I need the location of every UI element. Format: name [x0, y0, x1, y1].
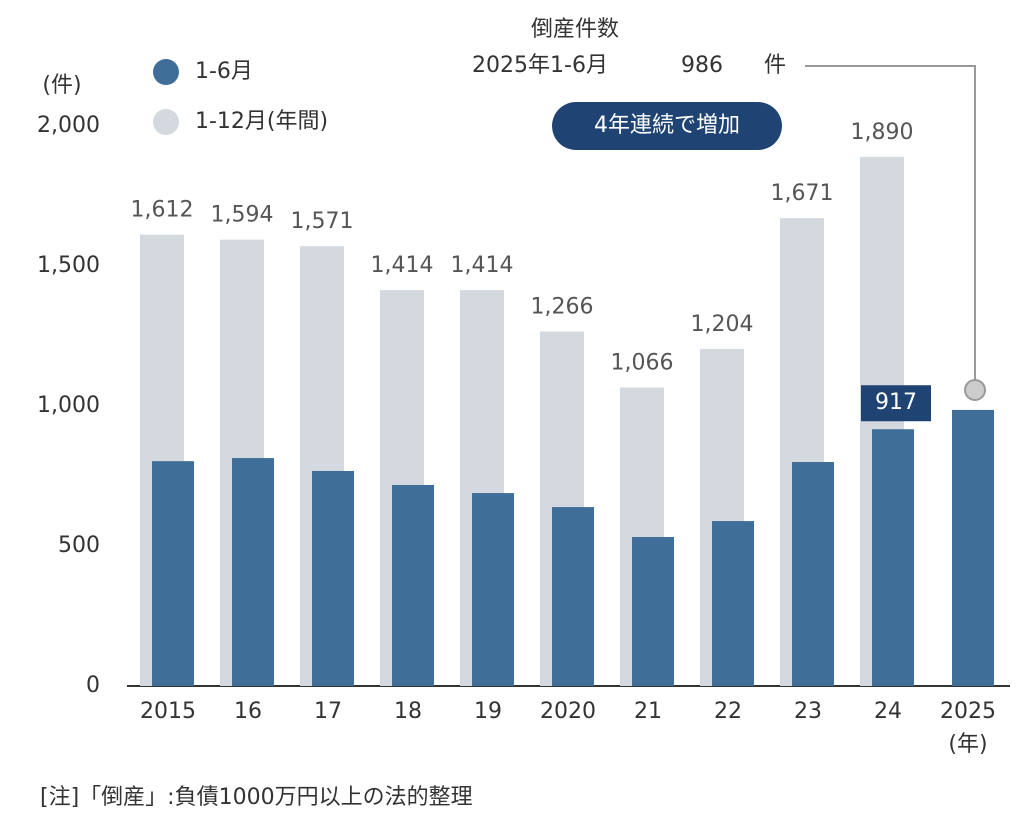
annotation-period: 2025年1-6月 — [472, 53, 608, 78]
x-tick-label: 2015 — [140, 699, 196, 724]
half-year-bar — [952, 409, 994, 686]
y-tick-label: 500 — [58, 533, 100, 558]
value-label: 1,571 — [291, 209, 354, 234]
x-tick-label: 2020 — [540, 699, 596, 724]
half-year-bar — [792, 462, 834, 686]
x-tick-label: 24 — [874, 699, 902, 724]
value-label: 1,890 — [851, 120, 914, 145]
y-tick-label: 0 — [86, 673, 100, 698]
legend-label: 1-12月(年間) — [195, 109, 328, 134]
value-label-box — [861, 385, 931, 422]
half-year-bar — [632, 537, 674, 686]
y-tick-label: 1,500 — [37, 253, 100, 278]
badge — [552, 102, 782, 150]
y-tick-label: 2,000 — [37, 113, 100, 138]
connector-dot — [964, 379, 986, 401]
x-tick-label: 16 — [234, 699, 262, 724]
x-tick-label: 21 — [634, 699, 662, 724]
y-tick-label: 1,000 — [37, 393, 100, 418]
y-unit: (件) — [42, 73, 81, 98]
value-label: 1,612 — [131, 198, 194, 223]
value-label: 1,594 — [211, 203, 274, 228]
legend-label: 1-6月 — [195, 59, 253, 84]
half-year-bar — [712, 521, 754, 686]
legend-marker — [153, 109, 179, 135]
value-label: 1,671 — [771, 181, 834, 206]
value-label: 1,066 — [611, 351, 674, 376]
half-year-bar — [152, 461, 194, 686]
half-year-bar — [392, 484, 434, 686]
annotation-value: 986 — [681, 53, 723, 78]
half-year-bar — [552, 507, 594, 686]
x-tick-label: 18 — [394, 699, 422, 724]
half-year-bar — [232, 458, 274, 686]
value-label: 1,414 — [371, 253, 434, 278]
x-tick-label: 2025 — [940, 699, 996, 724]
value-label: 1,204 — [691, 312, 754, 337]
annotation-unit: 件 — [764, 53, 786, 78]
legend-marker — [153, 59, 179, 85]
x-tick-label: 19 — [474, 699, 502, 724]
badge-text: 4年連続で増加 — [594, 113, 740, 138]
x-tick-label: 17 — [314, 699, 342, 724]
x-tick-label: 23 — [794, 699, 822, 724]
note: [注]「倒産」:負債1000万円以上の法的整理 — [40, 785, 473, 810]
value-label: 1,266 — [531, 295, 594, 320]
x-unit: (年) — [948, 732, 987, 757]
value-label: 917 — [875, 390, 917, 415]
value-label: 1,414 — [451, 253, 514, 278]
connector — [805, 65, 976, 380]
annotation-title: 倒産件数 — [531, 17, 619, 42]
half-year-bar — [872, 429, 914, 686]
half-year-bar — [312, 470, 354, 686]
half-year-bar — [472, 493, 514, 686]
x-tick-label: 22 — [714, 699, 742, 724]
